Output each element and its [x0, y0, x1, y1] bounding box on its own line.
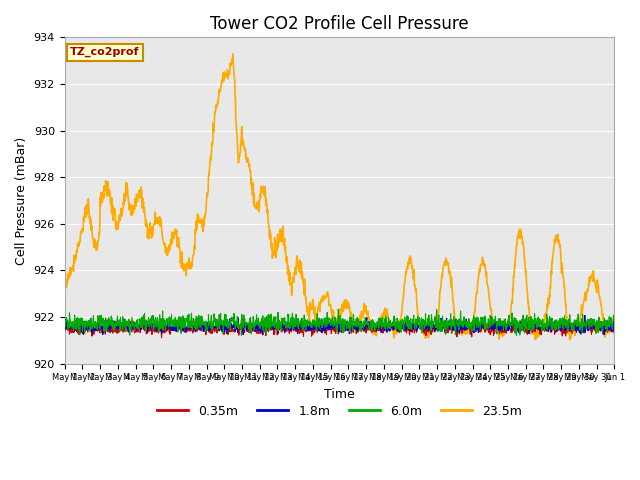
X-axis label: Time: Time: [324, 388, 355, 401]
Legend: 0.35m, 1.8m, 6.0m, 23.5m: 0.35m, 1.8m, 6.0m, 23.5m: [152, 400, 527, 423]
Text: TZ_co2prof: TZ_co2prof: [70, 47, 140, 58]
Y-axis label: Cell Pressure (mBar): Cell Pressure (mBar): [15, 136, 28, 264]
Title: Tower CO2 Profile Cell Pressure: Tower CO2 Profile Cell Pressure: [210, 15, 469, 33]
